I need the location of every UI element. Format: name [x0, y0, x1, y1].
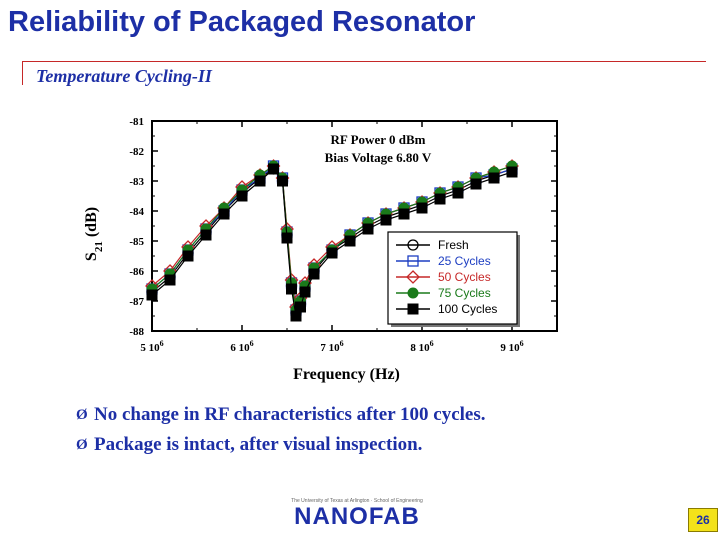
legend-label: 25 Cycles — [438, 254, 491, 268]
chart-annotation: Bias Voltage 6.80 V — [325, 150, 432, 165]
chart-legend: Fresh 25 Cycles 50 Cycles 75 Cycles 100 Cycl… — [387, 231, 520, 327]
data-point — [308, 268, 320, 280]
bullet-item: Ø Package is intact, after visual inspec… — [76, 430, 486, 460]
page-number-badge: 26 — [688, 508, 718, 532]
x-tick-label: 6 106 — [230, 339, 253, 354]
data-point — [164, 274, 176, 286]
data-point — [398, 208, 410, 220]
y-tick-label: -81 — [129, 116, 144, 128]
logo-wordmark: NANOFAB — [294, 503, 420, 530]
legend-label: 100 Cycles — [438, 302, 497, 316]
data-point — [416, 202, 428, 214]
series-100-cycles — [146, 163, 518, 322]
data-point — [268, 163, 279, 175]
y-tick-label: -86 — [129, 266, 144, 278]
data-point — [182, 250, 194, 262]
bullet-arrow-icon: Ø — [76, 436, 88, 453]
data-point — [362, 223, 374, 235]
data-point — [218, 208, 230, 220]
s21-frequency-chart: -81 -82 -83 -84 -85 -86 -87 -885 106 6 106 7 106 8… — [83, 116, 558, 383]
y-tick-label: -88 — [129, 326, 144, 338]
data-point — [380, 214, 392, 226]
legend-marker — [407, 303, 419, 315]
data-point — [299, 286, 311, 298]
title-side-rule — [22, 61, 23, 85]
legend-label: 50 Cycles — [438, 270, 491, 284]
y-axis-label: S21 (dB) — [83, 207, 105, 261]
data-point — [470, 178, 482, 190]
x-tick-label: 5 106 — [140, 339, 163, 354]
data-point — [452, 187, 464, 199]
x-tick-label: 8 106 — [410, 339, 433, 354]
data-point — [200, 229, 212, 241]
data-point — [236, 190, 248, 202]
data-point — [506, 166, 518, 178]
slide-title: Reliability of Packaged Resonator — [8, 6, 476, 38]
y-tick-label: -87 — [129, 296, 144, 308]
y-tick-label: -82 — [129, 146, 144, 158]
bullet-arrow-icon: Ø — [76, 406, 88, 423]
bullet-item: Ø No change in RF characteristics after … — [76, 400, 486, 430]
data-point — [281, 232, 293, 244]
data-point — [254, 175, 266, 187]
nanofab-logo: The University of Texas at Arlington · S… — [274, 498, 440, 532]
slide-subtitle: Temperature Cycling-II — [36, 66, 212, 86]
bullet-text: Package is intact, after visual inspecti… — [94, 434, 423, 455]
chart-annotation: RF Power 0 dBm — [331, 132, 426, 147]
bullet-list: Ø No change in RF characteristics after … — [76, 400, 486, 460]
data-point — [488, 172, 500, 184]
data-point — [295, 301, 306, 313]
title-underline — [22, 61, 706, 62]
x-axis-label: Frequency (Hz) — [293, 366, 400, 383]
legend-marker — [407, 239, 419, 251]
y-tick-label: -83 — [129, 176, 144, 188]
data-point — [434, 193, 446, 205]
data-point — [146, 289, 158, 301]
data-point — [326, 247, 338, 259]
logo-fine-print: The University of Texas at Arlington · S… — [291, 498, 423, 504]
legend-marker — [407, 255, 419, 267]
x-tick-label: 9 106 — [500, 339, 523, 354]
legend-marker — [407, 287, 419, 299]
legend-marker — [406, 270, 420, 284]
legend-label: Fresh — [438, 238, 469, 252]
x-tick-label: 7 106 — [320, 339, 343, 354]
bullet-text: No change in RF characteristics after 10… — [94, 404, 486, 425]
data-point — [344, 235, 356, 247]
legend-label: 75 Cycles — [438, 286, 491, 300]
data-point — [277, 175, 288, 187]
y-tick-label: -84 — [129, 206, 144, 218]
data-point — [286, 283, 297, 295]
y-tick-label: -85 — [129, 236, 144, 248]
